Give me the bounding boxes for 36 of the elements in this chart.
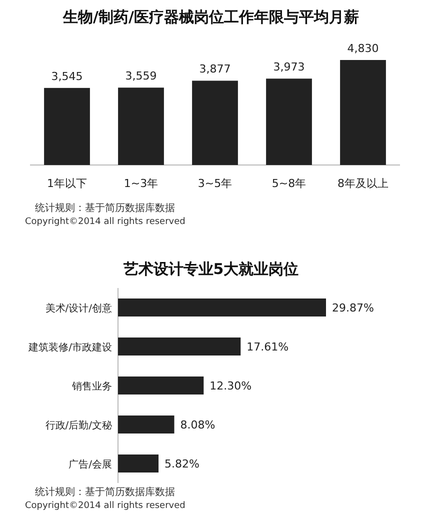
bar xyxy=(44,88,90,165)
bar xyxy=(118,88,164,165)
bar xyxy=(192,80,238,165)
y-tick-label: 美术/设计/创意 xyxy=(45,302,112,314)
data-label: 5.82% xyxy=(164,458,200,470)
data-label: 3,559 xyxy=(125,70,157,83)
x-tick-label: 3~5年 xyxy=(198,177,232,190)
bar xyxy=(118,376,204,394)
x-tick-label: 8年及以上 xyxy=(338,177,388,190)
y-tick-label: 建筑装修/市政建设 xyxy=(28,342,112,354)
data-label: 3,877 xyxy=(199,62,231,76)
y-tick-label: 广告/会展 xyxy=(68,458,112,470)
bar xyxy=(340,60,386,165)
data-label: 12.30% xyxy=(210,380,252,392)
data-label: 3,545 xyxy=(51,70,83,83)
chart-title: 艺术设计专业5大就业岗位 xyxy=(122,260,299,278)
data-label: 4,830 xyxy=(347,42,379,55)
data-label: 29.87% xyxy=(332,302,374,314)
data-label: 3,973 xyxy=(273,60,305,74)
y-tick-label: 销售业务 xyxy=(71,380,112,392)
x-tick-label: 5~8年 xyxy=(272,177,306,190)
bar xyxy=(118,298,326,316)
text: Copyright©2014 all rights reserved xyxy=(25,217,186,227)
chart-title: 生物/制药/医疗器械岗位工作年限与平均月薪 xyxy=(62,8,359,26)
bar xyxy=(118,338,241,356)
bar xyxy=(118,416,174,434)
text: 统计规则：基于简历数据库数据 xyxy=(35,486,175,498)
text: Copyright©2014 all rights reserved xyxy=(25,501,186,511)
bar xyxy=(266,78,312,165)
text: 统计规则：基于简历数据库数据 xyxy=(35,202,175,214)
y-tick-label: 行政/后勤/文秘 xyxy=(45,420,112,432)
bar xyxy=(118,454,159,472)
x-tick-label: 1年以下 xyxy=(47,177,87,190)
x-tick-label: 1~3年 xyxy=(124,177,158,190)
data-label: 17.61% xyxy=(246,340,289,354)
data-label: 8.08% xyxy=(180,418,216,432)
